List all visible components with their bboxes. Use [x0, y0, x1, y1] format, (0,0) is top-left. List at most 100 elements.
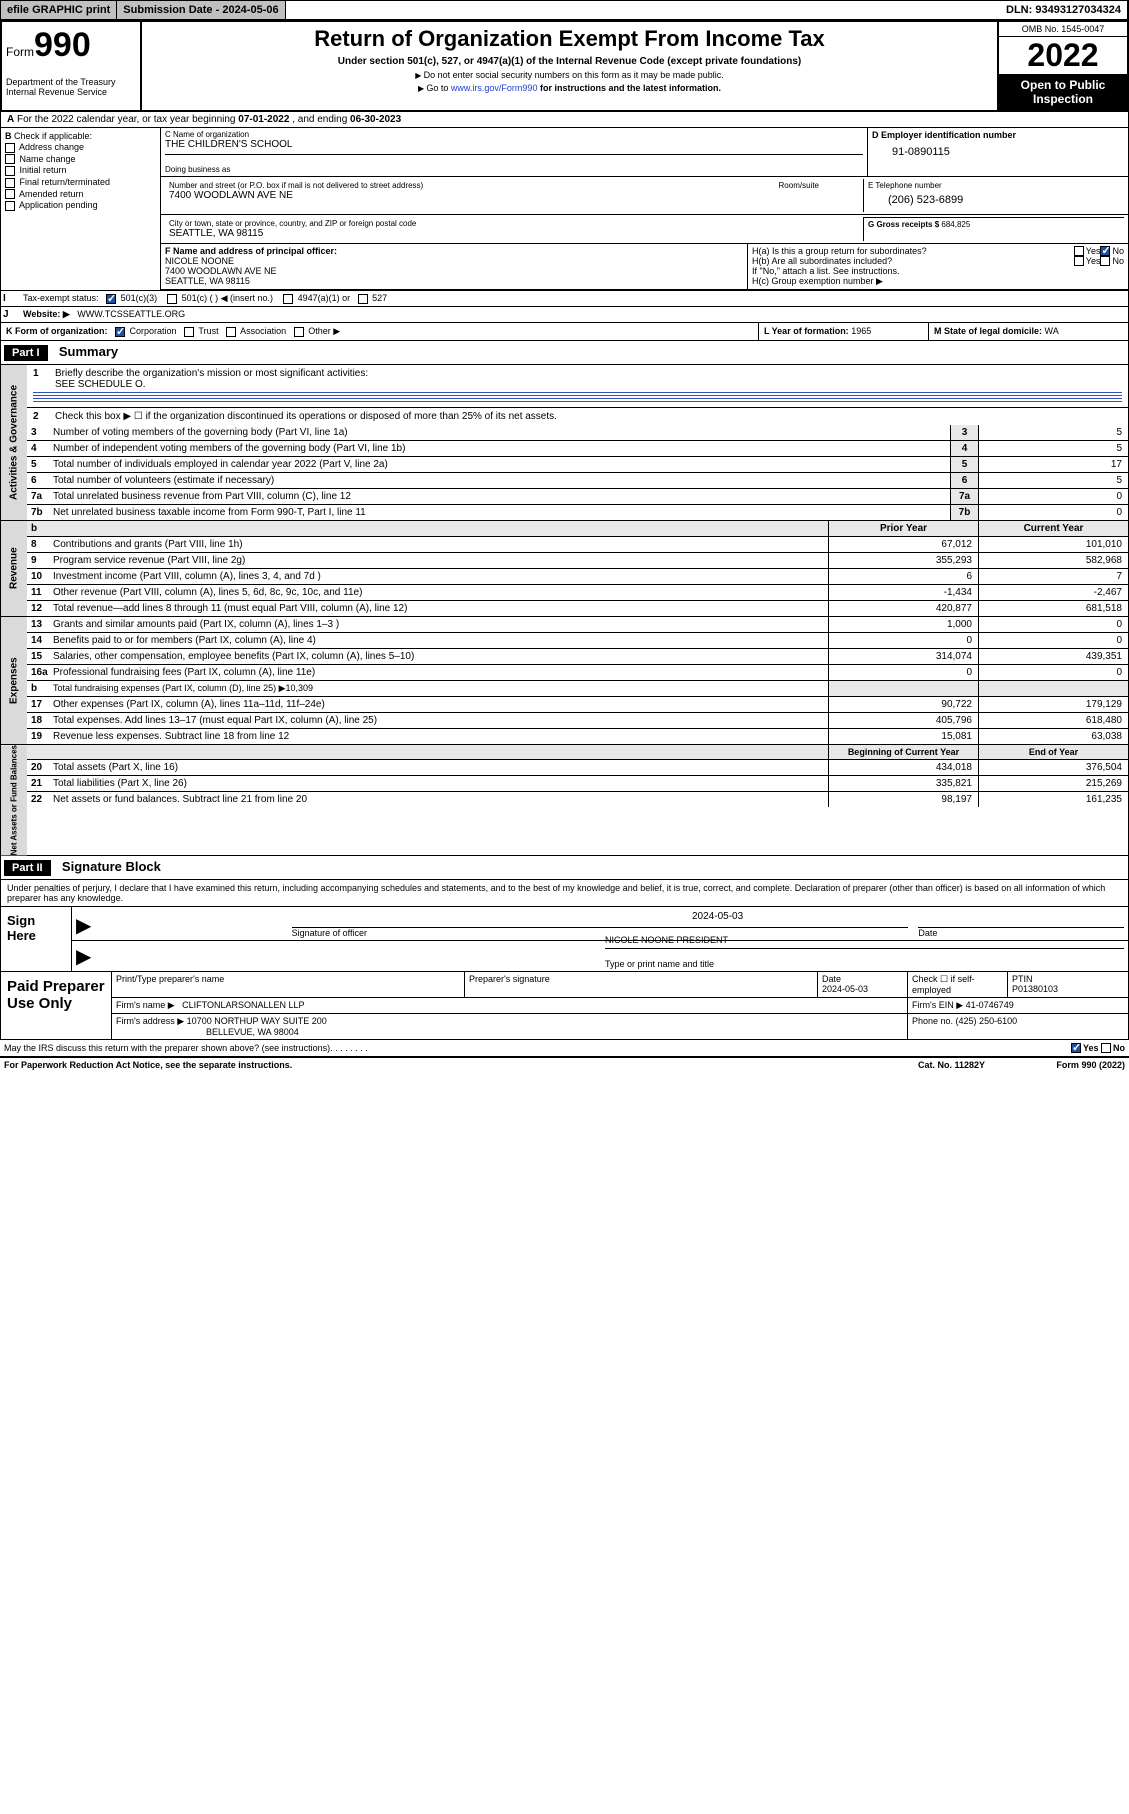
col-c-to-g: C Name of organization THE CHILDREN'S SC… — [161, 128, 1128, 290]
ck-4947[interactable] — [283, 294, 293, 304]
name-label: Type or print name and title — [605, 959, 714, 969]
k-label: K Form of organization: — [6, 326, 108, 336]
ck-app-pending[interactable] — [5, 201, 15, 211]
exp-row: 15Salaries, other compensation, employee… — [27, 649, 1128, 665]
header-left: Form990 Department of the Treasury Inter… — [2, 22, 142, 110]
part1-badge: Part I — [4, 345, 48, 361]
section-expenses: Expenses 13Grants and similar amounts pa… — [0, 617, 1129, 745]
q1-label: Briefly describe the organization's miss… — [55, 368, 368, 379]
line-a: A For the 2022 calendar year, or tax yea… — [0, 112, 1129, 128]
tax-year: 2022 — [999, 37, 1127, 74]
exp-row: bTotal fundraising expenses (Part IX, co… — [27, 681, 1128, 697]
discuss-no[interactable] — [1101, 1043, 1111, 1053]
rev-table: b Prior Year Current Year 8Contributions… — [27, 521, 1128, 616]
ein-value: 91-0890115 — [872, 140, 1124, 164]
c-name-label: C Name of organization — [165, 130, 863, 139]
q2-text: Check this box ▶ ☐ if the organization d… — [55, 411, 557, 422]
ein-label: D Employer identification number — [872, 130, 1016, 140]
i-o2: 501(c) ( ) ◀ (insert no.) — [182, 293, 273, 303]
hb-yes[interactable] — [1074, 256, 1084, 266]
i-o1: 501(c)(3) — [121, 293, 158, 303]
ck-address-change[interactable] — [5, 143, 15, 153]
net-table: Beginning of Current Year End of Year 20… — [27, 745, 1128, 855]
k-o4: Other ▶ — [308, 326, 340, 336]
row-l: L Year of formation: 1965 — [758, 323, 928, 340]
omb-number: OMB No. 1545-0047 — [999, 22, 1127, 37]
firm-ein-label: Firm's EIN ▶ — [912, 1000, 963, 1010]
dept-label: Department of the Treasury Internal Reve… — [6, 77, 136, 97]
efile-print-button[interactable]: efile GRAPHIC print — [1, 1, 117, 19]
part1-title: Summary — [51, 344, 118, 359]
rev-row: 12Total revenue—add lines 8 through 11 (… — [27, 601, 1128, 616]
org-name: THE CHILDREN'S SCHOOL — [165, 139, 863, 150]
firm-phone-value: (425) 250-6100 — [956, 1016, 1018, 1026]
exp-row: 13Grants and similar amounts paid (Part … — [27, 617, 1128, 633]
m-value: WA — [1045, 326, 1059, 336]
ck-corporation[interactable] — [115, 327, 125, 337]
ck-association[interactable] — [226, 327, 236, 337]
q1-value: SEE SCHEDULE O. — [33, 379, 1122, 390]
discuss-line: May the IRS discuss this return with the… — [0, 1040, 1129, 1058]
i-o3: 4947(a)(1) or — [298, 293, 351, 303]
gov-row: 3Number of voting members of the governi… — [27, 425, 1128, 441]
gov-row: 6Total number of volunteers (estimate if… — [27, 473, 1128, 489]
sig-officer-label: Signature of officer — [292, 928, 367, 938]
ck-trust[interactable] — [184, 327, 194, 337]
box-d: D Employer identification number 91-0890… — [868, 128, 1128, 176]
dba-label: Doing business as — [165, 154, 863, 174]
section-b-to-g: B Check if applicable: Address change Na… — [0, 128, 1129, 291]
form-header: Form990 Department of the Treasury Inter… — [0, 20, 1129, 112]
box-h: H(a) Is this a group return for subordin… — [748, 244, 1128, 289]
i-label: Tax-exempt status: — [23, 293, 99, 303]
sign-here-label: Sign Here — [1, 907, 71, 971]
i-o4: 527 — [372, 293, 387, 303]
exp-table: 13Grants and similar amounts paid (Part … — [27, 617, 1128, 744]
ck-final[interactable] — [5, 178, 15, 188]
phone-value: (206) 523-6899 — [868, 190, 1120, 210]
discuss-yes[interactable] — [1071, 1043, 1081, 1053]
ck-527[interactable] — [358, 294, 368, 304]
city-value: SEATTLE, WA 98115 — [169, 228, 859, 239]
prep-date-value: 2024-05-03 — [822, 984, 868, 994]
ha-yes[interactable] — [1074, 246, 1084, 256]
box-g: G Gross receipts $ 684,825 — [864, 217, 1124, 241]
prep-name-label: Print/Type preparer's name — [116, 974, 224, 984]
goto-pre: Go to — [426, 83, 451, 93]
website-value: WWW.TCSSEATTLE.ORG — [77, 309, 185, 319]
box-b: B Check if applicable: Address change Na… — [1, 128, 161, 290]
hc-label: H(c) Group exemption number ▶ — [752, 276, 1124, 287]
top-bar: efile GRAPHIC print Submission Date - 20… — [0, 0, 1129, 20]
firm-name-value: CLIFTONLARSONALLEN LLP — [182, 1000, 304, 1010]
paperwork-text: For Paperwork Reduction Act Notice, see … — [4, 1060, 292, 1070]
box-c: C Name of organization THE CHILDREN'S SC… — [161, 128, 868, 176]
form990-link[interactable]: www.irs.gov/Form990 — [451, 83, 538, 93]
row-klm: K Form of organization: Corporation Trus… — [0, 323, 1129, 341]
box-b-label: Check if applicable: — [14, 131, 92, 141]
dln-value: 93493127034324 — [1035, 4, 1121, 16]
dln-label: DLN: — [1006, 4, 1035, 16]
gov-row: 5Total number of individuals employed in… — [27, 457, 1128, 473]
opt-name: Name change — [20, 154, 76, 164]
paperwork-footer: For Paperwork Reduction Act Notice, see … — [0, 1058, 1129, 1072]
gross-label: G Gross receipts $ — [868, 220, 941, 229]
ck-501c3[interactable] — [106, 294, 116, 304]
paid-preparer-block: Paid Preparer Use Only Print/Type prepar… — [0, 972, 1129, 1040]
form-prefix: Form — [6, 45, 34, 59]
header-mid: Return of Organization Exempt From Incom… — [142, 22, 997, 110]
ha-no[interactable] — [1100, 246, 1110, 256]
side-label-net: Net Assets or Fund Balances — [1, 745, 27, 855]
ck-501c[interactable] — [167, 294, 177, 304]
hb-yes-lbl: Yes — [1086, 256, 1101, 266]
ck-amended[interactable] — [5, 189, 15, 199]
ck-initial[interactable] — [5, 166, 15, 176]
rev-row: 10Investment income (Part VIII, column (… — [27, 569, 1128, 585]
col-py-hdr: Prior Year — [828, 521, 978, 536]
gross-value: 684,825 — [941, 220, 970, 229]
ptin-label: PTIN — [1012, 974, 1033, 984]
ck-other[interactable] — [294, 327, 304, 337]
ck-name-change[interactable] — [5, 154, 15, 164]
sig-arrow-icon — [76, 913, 282, 938]
hb-no[interactable] — [1100, 256, 1110, 266]
dln: DLN: 93493127034324 — [1000, 1, 1128, 19]
firm-ein-value: 41-0746749 — [966, 1000, 1014, 1010]
